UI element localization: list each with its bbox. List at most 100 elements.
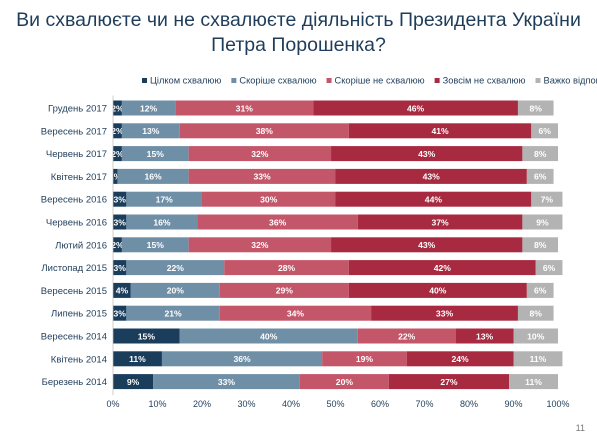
bar-segment: [188, 237, 332, 253]
legend-label-2: Скоріше схвалюю: [239, 76, 316, 86]
legend-swatch-2: [231, 78, 237, 83]
data-label: 12%: [140, 103, 158, 113]
bar-segment: [113, 214, 127, 230]
bar-segment: [522, 214, 563, 230]
bar-segment: [197, 214, 358, 230]
bar-segment: [531, 123, 558, 139]
bar-segment: [179, 328, 358, 344]
data-label: 6%: [538, 126, 551, 136]
category-label: Березень 2014: [42, 377, 107, 388]
x-tick-label: 30%: [237, 399, 255, 409]
bar-segment: [113, 237, 122, 253]
bar-segment: [113, 351, 162, 367]
bar-segment: [531, 191, 563, 207]
bar-segment: [121, 100, 176, 116]
data-label: 11%: [129, 354, 146, 364]
data-label: 8%: [534, 240, 547, 250]
data-label: 3%: [113, 217, 126, 227]
data-label: 4%: [116, 286, 129, 296]
bar-segment: [526, 282, 554, 298]
data-label: 28%: [278, 263, 296, 273]
bar-segment: [331, 237, 523, 253]
bar-segment: [113, 100, 122, 116]
data-label: 21%: [164, 309, 182, 319]
bar-segment: [335, 168, 527, 184]
bar-segment: [161, 351, 323, 367]
bar-segment: [126, 191, 202, 207]
data-label: 34%: [287, 309, 305, 319]
x-tick-label: 50%: [326, 399, 344, 409]
bar-segment: [517, 305, 554, 321]
bar-segment: [299, 374, 389, 390]
data-label: 46%: [407, 103, 425, 113]
bar-segment: [371, 305, 518, 321]
bar-segment: [522, 146, 558, 162]
bar-segment: [202, 191, 336, 207]
bar-segment: [509, 374, 558, 390]
bar-segment: [130, 282, 220, 298]
data-label: 40%: [429, 286, 447, 296]
bar-segment: [455, 328, 514, 344]
data-label: 27%: [440, 377, 458, 387]
bar-segment: [517, 100, 554, 116]
bar-segment: [331, 146, 523, 162]
data-label: 33%: [253, 172, 271, 182]
bar-segment: [121, 146, 189, 162]
legend-swatch-5: [535, 78, 541, 83]
data-label: 43%: [418, 240, 436, 250]
bar-segment: [357, 328, 456, 344]
data-label: 15%: [147, 240, 165, 250]
bar-segment: [535, 260, 563, 276]
bar-segment: [335, 191, 532, 207]
data-label: 9%: [536, 217, 549, 227]
bar-segment: [513, 351, 563, 367]
bar-segment: [121, 123, 180, 139]
bar-segment: [113, 168, 118, 184]
category-label: Вересень 2014: [41, 332, 107, 343]
legend-label-4: Зовсім не схвалюю: [443, 76, 526, 86]
data-label: 15%: [138, 331, 156, 341]
bar-segment: [188, 146, 332, 162]
category-label: Червень 2017: [46, 149, 107, 160]
category-label: Червень 2016: [46, 218, 107, 229]
bar-segment: [126, 214, 198, 230]
data-label: 22%: [167, 263, 185, 273]
data-label: 8%: [534, 149, 547, 159]
bar-segment: [113, 260, 127, 276]
bar-segment: [348, 260, 536, 276]
x-tick-label: 90%: [504, 399, 522, 409]
category-label: Вересень 2015: [41, 286, 107, 297]
data-label: 33%: [436, 309, 454, 319]
bar-segment: [188, 168, 336, 184]
bar-segment: [113, 191, 127, 207]
bar-segment: [126, 260, 225, 276]
data-label: 19%: [356, 354, 374, 364]
data-label: 38%: [256, 126, 274, 136]
category-label: Лютий 2016: [55, 240, 107, 251]
category-label: Квітень 2014: [51, 354, 107, 365]
data-label: 29%: [276, 286, 294, 296]
bar-segment: [406, 351, 514, 367]
data-label: 22%: [398, 331, 416, 341]
category-label: Листопад 2015: [41, 263, 107, 274]
data-label: 37%: [431, 217, 449, 227]
data-label: 6%: [543, 263, 556, 273]
data-label: 30%: [260, 195, 278, 205]
bar-segment: [113, 123, 122, 139]
data-label: 42%: [434, 263, 452, 273]
data-label: 2%: [111, 103, 124, 113]
bar-segment: [322, 351, 407, 367]
x-tick-label: 40%: [282, 399, 300, 409]
bar-segment: [113, 146, 122, 162]
data-label: 10%: [527, 331, 545, 341]
data-label: 17%: [156, 195, 174, 205]
data-label: 3%: [113, 309, 126, 319]
bar-segment: [179, 123, 349, 139]
bar-segment: [313, 100, 518, 116]
bar-segment: [121, 237, 189, 253]
bar-segment: [153, 374, 300, 390]
data-label: 6%: [534, 286, 547, 296]
category-label: Вересень 2016: [41, 195, 107, 206]
legend-swatch-3: [326, 78, 332, 83]
